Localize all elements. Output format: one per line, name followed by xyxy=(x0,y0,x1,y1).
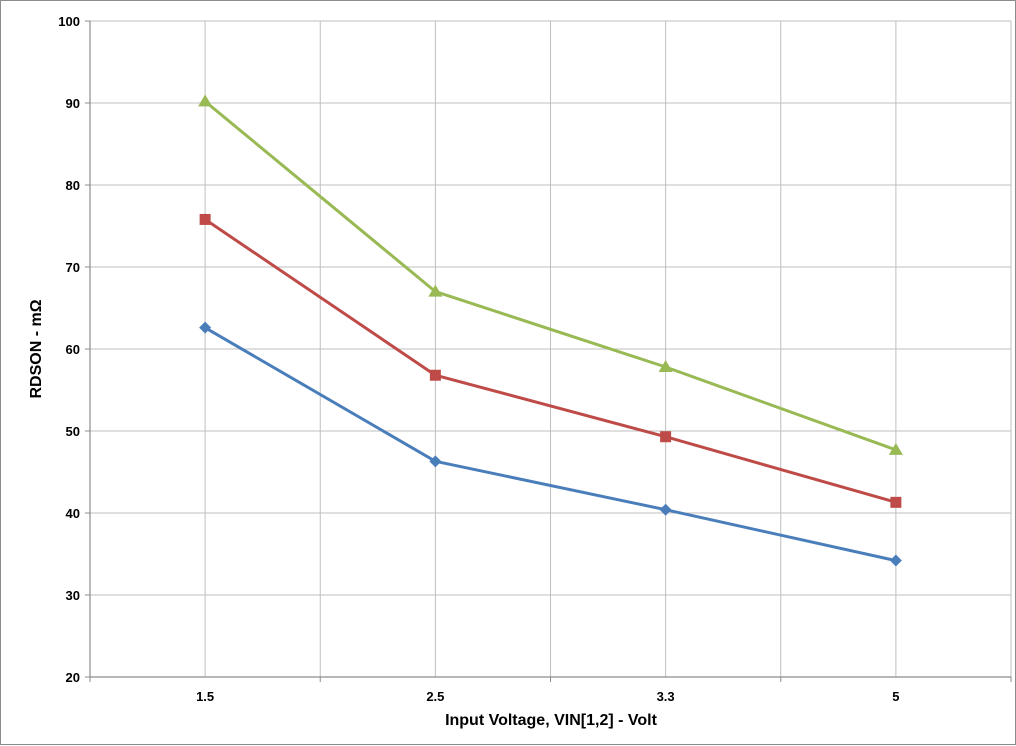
data-point-square xyxy=(660,431,672,443)
data-point-triangle xyxy=(198,94,213,107)
y-tick-label: 30 xyxy=(66,588,80,603)
data-point-square xyxy=(429,369,441,381)
x-tick-label: 1.5 xyxy=(196,689,214,704)
y-tick-label: 100 xyxy=(58,14,80,29)
data-point-diamond xyxy=(199,321,212,334)
grid-layer xyxy=(90,20,1012,677)
y-tick-label: 20 xyxy=(66,670,80,685)
data-point-square xyxy=(890,496,902,508)
series-layer xyxy=(198,94,903,567)
x-tick-label: 5 xyxy=(892,689,899,704)
data-point-diamond xyxy=(659,503,672,516)
y-tick-label: 40 xyxy=(66,506,80,521)
label-layer: Input Voltage, VIN[1,2] - Volt RDSON - m… xyxy=(28,14,899,729)
data-point-diamond xyxy=(889,554,902,567)
data-point-triangle xyxy=(658,360,673,373)
data-point-diamond xyxy=(429,455,442,468)
x-axis-title: Input Voltage, VIN[1,2] - Volt xyxy=(445,712,658,729)
y-tick-label: 60 xyxy=(66,342,80,357)
series-line xyxy=(204,326,897,563)
series-line xyxy=(204,218,897,504)
series-line xyxy=(204,100,897,452)
data-point-triangle xyxy=(888,442,903,455)
y-tick-label: 90 xyxy=(66,96,80,111)
y-tick-label: 70 xyxy=(66,260,80,275)
data-point-square xyxy=(199,213,211,225)
y-axis-title: RDSON - mΩ xyxy=(28,299,45,398)
x-tick-label: 2.5 xyxy=(426,689,444,704)
y-tick-label: 50 xyxy=(66,424,80,439)
y-tick-label: 80 xyxy=(66,178,80,193)
axis-layer xyxy=(85,20,1012,682)
x-tick-label: 3.3 xyxy=(657,689,675,704)
data-point-triangle xyxy=(428,284,443,297)
